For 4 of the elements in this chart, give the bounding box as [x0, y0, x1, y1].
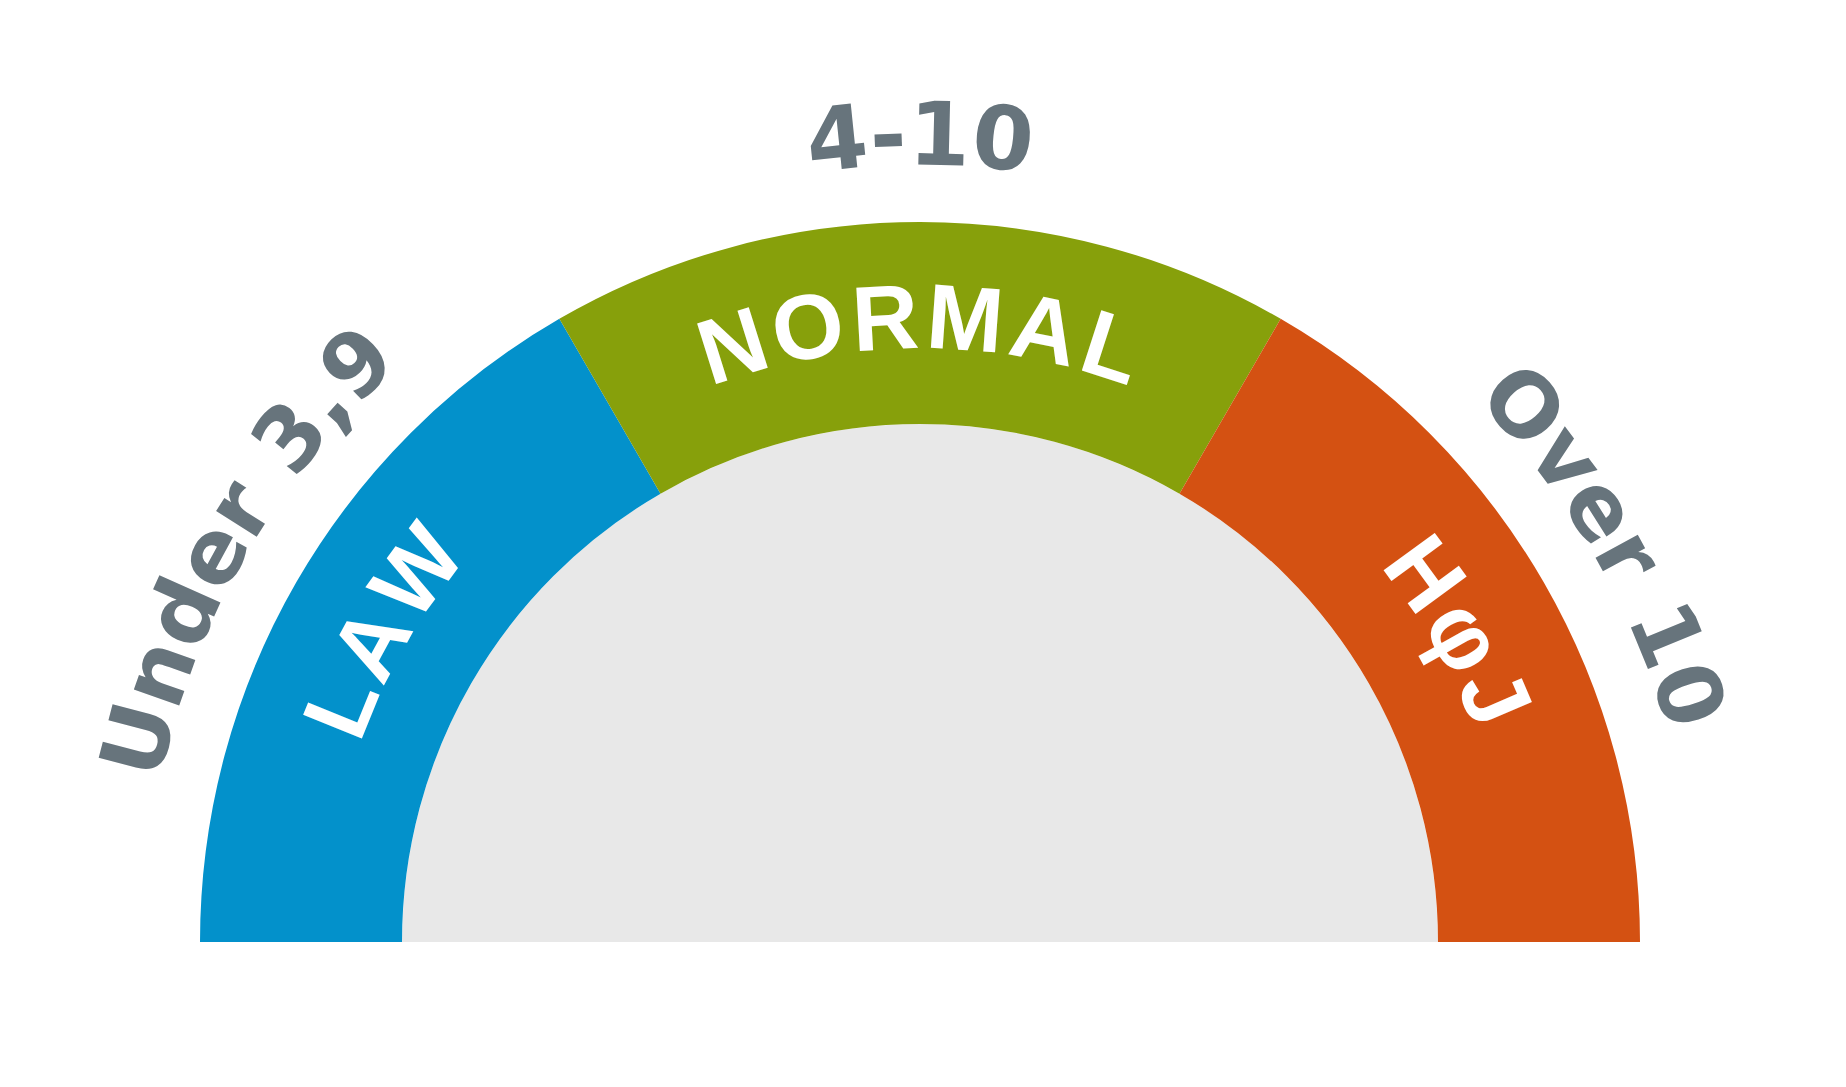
- slice-label: HφJ: [1364, 516, 1553, 740]
- slice-label: LAW: [282, 505, 484, 752]
- slice-label: NORMAL: [685, 264, 1156, 404]
- text: 4-10: [801, 82, 1039, 194]
